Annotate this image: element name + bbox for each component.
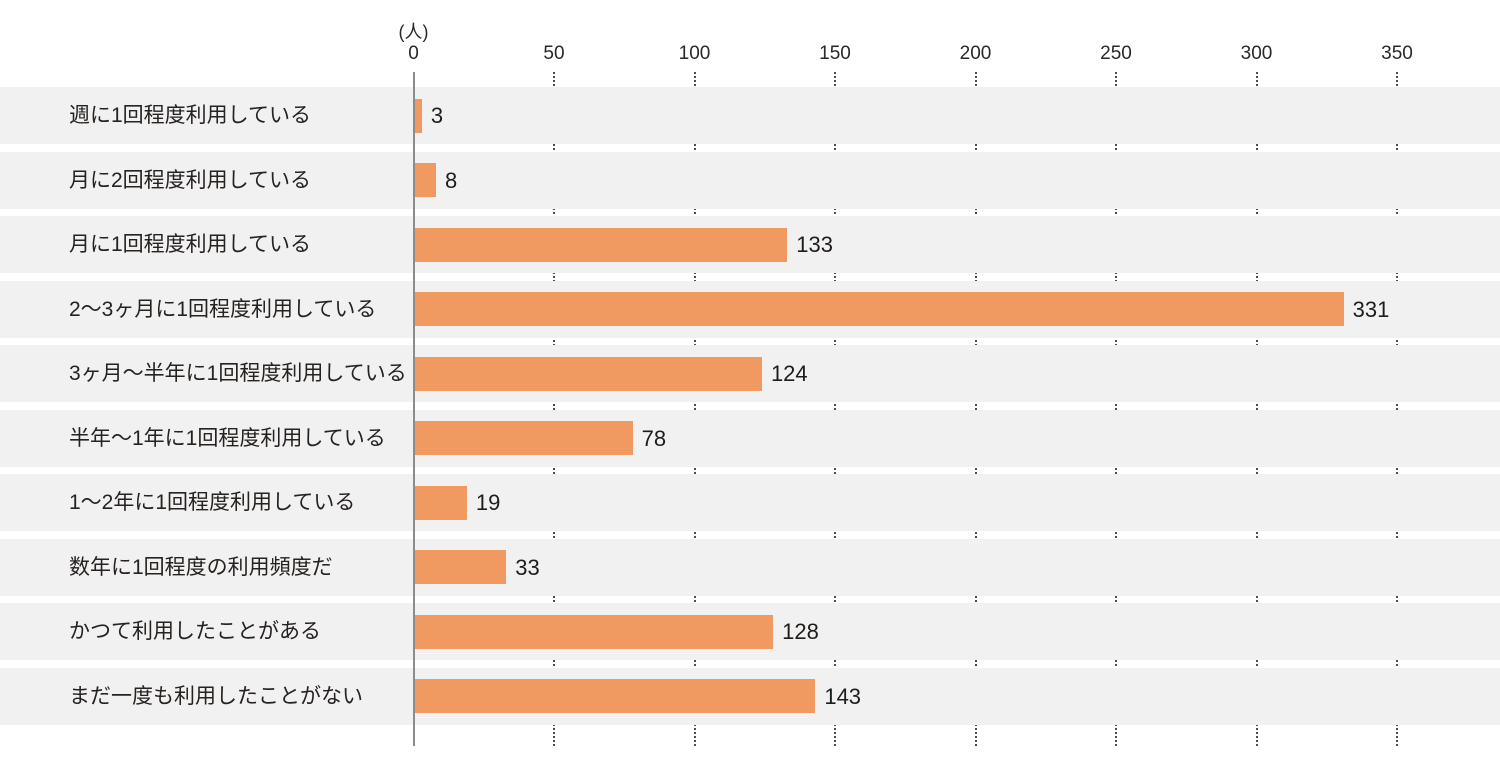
x-axis-tick-label: 300 bbox=[1240, 43, 1273, 64]
x-axis-tick-label: 250 bbox=[1100, 43, 1132, 64]
x-axis-tick-label: 50 bbox=[543, 43, 565, 64]
x-axis-tick-label: 0 bbox=[408, 43, 419, 64]
value-label: 19 bbox=[475, 490, 501, 515]
chart-row-stripe bbox=[0, 151, 1500, 209]
chart-row-stripe bbox=[0, 409, 1500, 467]
value-label: 143 bbox=[824, 683, 862, 709]
bar bbox=[413, 485, 467, 520]
bar bbox=[413, 163, 436, 197]
chart-row-stripe bbox=[0, 474, 1500, 531]
bar bbox=[413, 614, 774, 649]
category-label: 月に1回程度利用している bbox=[69, 233, 312, 256]
bar bbox=[413, 421, 633, 455]
value-label: 124 bbox=[770, 361, 808, 386]
category-label: かつて利用したことがある bbox=[69, 620, 321, 643]
category-label: 1〜2年に1回程度利用している bbox=[69, 491, 356, 514]
bar bbox=[413, 550, 507, 584]
x-axis-tick-label: 200 bbox=[959, 43, 992, 64]
category-label: 2〜3ヶ月に1回程度利用している bbox=[69, 297, 377, 321]
value-label: 331 bbox=[1352, 296, 1390, 322]
chart-row-stripe bbox=[0, 538, 1500, 596]
x-axis-tick-label: 350 bbox=[1381, 43, 1413, 64]
value-label: 128 bbox=[782, 619, 819, 644]
category-label: 数年に1回程度の利用頻度だ bbox=[69, 555, 333, 579]
category-label: まだ一度も利用したことがない bbox=[69, 684, 363, 708]
value-label: 78 bbox=[641, 425, 667, 451]
category-label: 3ヶ月〜半年に1回程度利用している bbox=[69, 362, 407, 385]
category-label: 半年〜1年に1回程度利用している bbox=[69, 426, 386, 450]
value-label: 8 bbox=[444, 167, 458, 193]
bar bbox=[413, 292, 1344, 326]
bar bbox=[413, 679, 816, 713]
value-label: 3 bbox=[430, 103, 444, 128]
x-axis-tick-label: 150 bbox=[819, 43, 851, 64]
bar bbox=[413, 356, 762, 391]
x-axis-tick-label: 100 bbox=[678, 43, 711, 64]
value-label: 33 bbox=[515, 554, 540, 580]
category-label: 週に1回程度利用している bbox=[69, 104, 312, 127]
axis-unit-label: (人) bbox=[398, 22, 429, 42]
category-label: 月に2回程度利用している bbox=[69, 168, 312, 192]
bar bbox=[413, 227, 788, 262]
chart-row-stripe bbox=[0, 87, 1500, 144]
bar bbox=[413, 98, 422, 133]
value-label: 133 bbox=[796, 232, 833, 257]
y-axis-line bbox=[412, 72, 415, 746]
